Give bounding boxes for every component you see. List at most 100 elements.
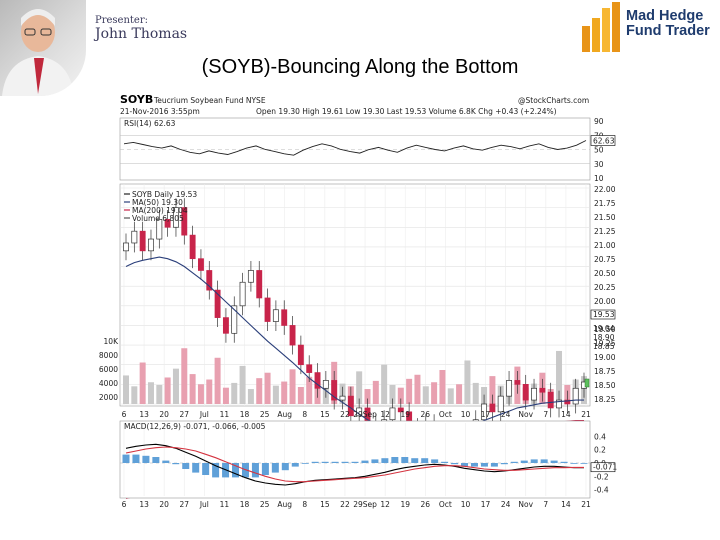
legend-label: SOYB Daily 19.53 [132,190,197,199]
macd-hist-bar [351,461,359,463]
rsi-current-label: 62.63 [593,137,615,146]
candle-down [397,407,404,413]
volume-tick-label: 10K [104,337,120,346]
macd-hist-bar [560,461,568,463]
x-tick-label: 10 [461,500,471,509]
macd-hist-bar [251,463,259,478]
candle-up [497,395,504,413]
macd-hist-bar [331,461,339,463]
macd-hist-bar [540,459,548,463]
volume-bar [247,389,254,404]
volume-bar [139,362,146,404]
candle-down [164,219,171,228]
macd-hist-bar [570,463,578,464]
price-tick-label: 22.00 [594,185,616,194]
x-tick-label: 6 [122,500,127,509]
x-tick-label: 11 [220,410,230,419]
volume-bar [264,372,271,404]
x-tick-label: 15 [320,500,330,509]
macd-label: MACD(12,26,9) -0.071, -0.066, -0.005 [124,422,266,431]
x-tick-label: Nov [518,410,533,419]
x-tick-label: 21 [581,410,591,419]
candle-down [181,207,188,236]
macd-hist-bar [580,463,588,464]
volume-bar [239,365,246,404]
candle-up [572,387,579,405]
volume-bar [489,376,496,404]
x-tick-label: 10 [461,410,471,419]
x-tick-label: 15 [320,410,330,419]
x-tick-label: 18 [240,410,250,419]
candle-down [189,234,196,260]
volume-bar [256,378,263,404]
macd-current-box [590,462,616,473]
macd-ticks: 0.40.20.0-0.2-0.4-0.071 [590,432,617,495]
logo-line-1: Mad Hedge [626,8,704,24]
candle-up [272,309,279,322]
macd-hist-bar [371,459,379,463]
x-tick-label: 20 [159,410,169,419]
x-tick-label: 27 [179,500,189,509]
price-tick-label: 20.25 [594,283,616,292]
chart-date: 21-Nov-2016 3:55pm [120,107,200,116]
volume-bar [389,384,396,404]
volume-bar [214,357,221,404]
volume-bar [406,378,413,404]
x-tick-label: 21 [581,500,591,509]
presenter-block: Presenter: John Thomas [95,15,187,41]
x-tick-label: 25 [260,410,270,419]
candle-up [481,403,488,421]
x-tick-label: 17 [481,410,491,419]
price-tick-label: 20.75 [594,255,616,264]
candle-down [522,384,529,401]
candle-down [514,380,521,385]
macd-hist-bar [530,459,538,463]
candle-down [331,380,338,401]
price-tick-label: 20.00 [594,297,616,306]
volume-bar [372,380,379,404]
x-tick-label: 26 [421,500,431,509]
macd-hist-bar [162,460,170,463]
price-tick-label: 20.50 [594,269,616,278]
macd-hist-bar [510,461,518,463]
macd-hist-bar [431,459,439,463]
candle-up [247,270,254,283]
volume-tick-label: 8000 [99,351,118,360]
x-tick-label: 6 [122,410,127,419]
volume-bar [556,350,563,404]
macd-hist-bar [411,458,419,463]
rsi-tick-label: 30 [594,160,604,169]
macd-hist-bar [361,460,369,463]
volume-ticks: 10K 8000 6000 4000 2000 [99,337,119,402]
macd-hist-bar [451,463,459,465]
chart-symbol: SOYB [120,93,153,106]
macd-hist-bar [261,463,269,475]
candle-down [214,289,221,318]
macd-hist-bar [321,461,329,463]
x-tick-label: 12 [380,410,390,419]
volume-bar [181,348,188,404]
x-tick-label: 14 [561,410,571,419]
stock-chart: SOYB Teucrium Soybean Fund NYSE @StockCh… [78,88,618,510]
candle-down [281,309,288,326]
x-tick-label: 7 [543,410,548,419]
macd-hist-bar [271,463,279,473]
volume-bar [447,388,454,404]
volume-bar [397,387,404,404]
macd-hist-bar [281,463,289,471]
candle-up [156,219,163,240]
macd-tick-label: -0.4 [594,486,609,495]
volume-bar [364,389,371,404]
price-current-label: 18.90 [593,333,615,342]
candle-up [556,399,562,409]
presenter-portrait-icon [2,9,74,96]
volume-bar [222,387,229,404]
price-current-label: 19.53 [593,310,615,319]
ma50-line [125,256,584,433]
volume-tick-label: 4000 [99,379,118,388]
slide-title: (SOYB)-Bouncing Along the Bottom [201,56,519,78]
x-tick-label: Nov [518,500,533,509]
legend-label: Volume 6,805 [132,214,184,223]
x-tick-label: Aug [277,410,292,419]
macd-hist-bar [212,463,220,478]
